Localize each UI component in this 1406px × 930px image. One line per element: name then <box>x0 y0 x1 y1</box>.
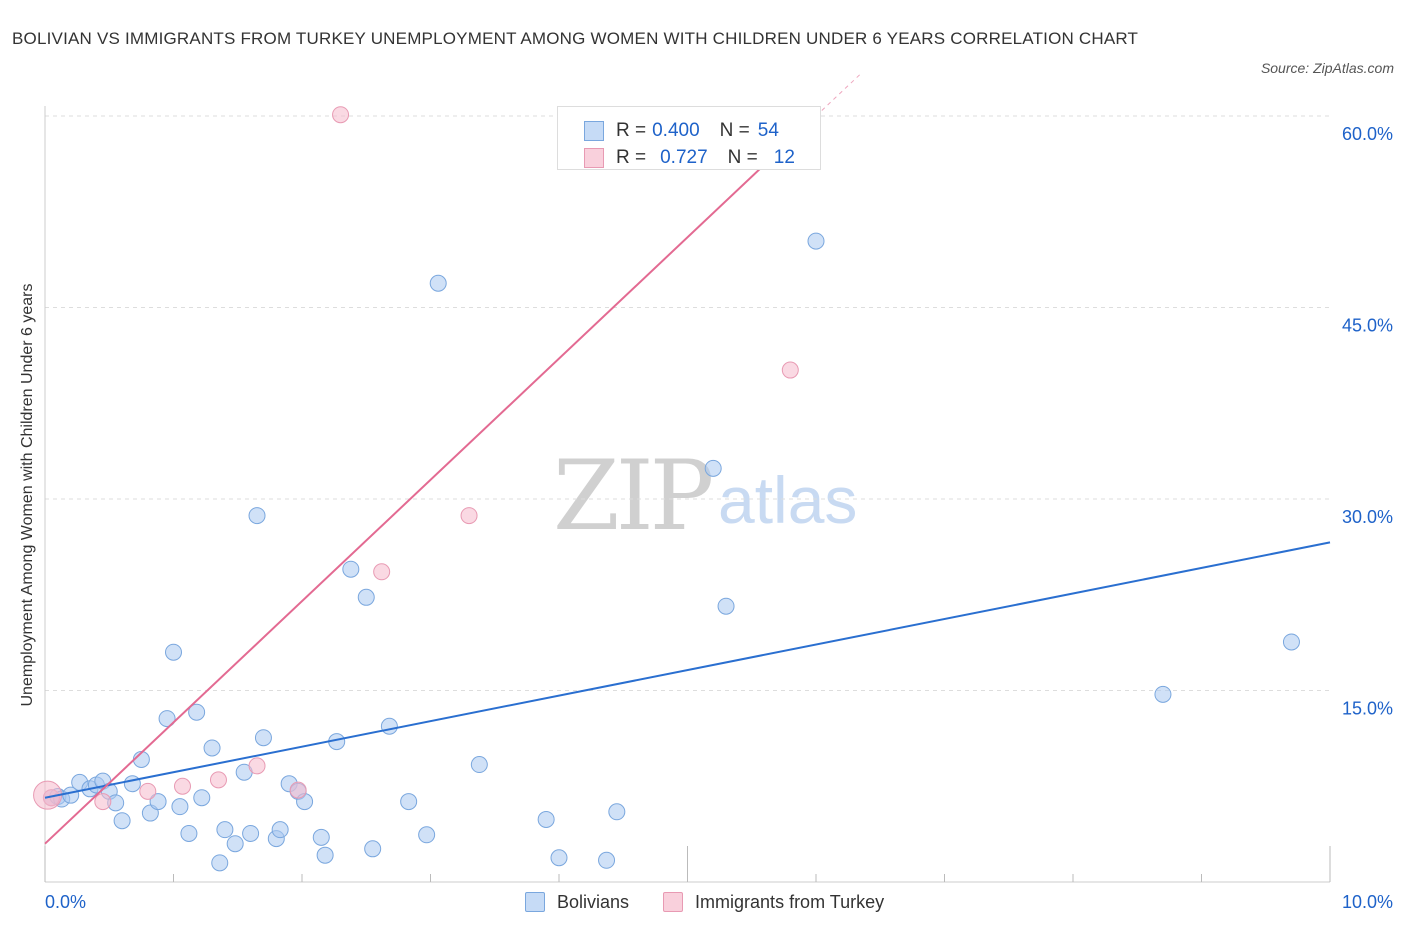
point-bolivians <box>188 703 206 721</box>
point-bolivians <box>316 846 334 864</box>
point-bolivians <box>216 821 234 839</box>
blue-swatch <box>525 892 545 912</box>
point-bolivians <box>1154 685 1172 703</box>
y-tick-label: 15.0% <box>1342 699 1393 719</box>
point-bolivians <box>1282 633 1300 651</box>
legend-item-bolivians[interactable]: Bolivians <box>525 892 629 913</box>
r-label: R = <box>616 147 647 168</box>
chart-title: BOLIVIAN VS IMMIGRANTS FROM TURKEY UNEMP… <box>12 29 1139 48</box>
point-bolivians <box>537 810 555 828</box>
r-label: R = <box>616 120 647 141</box>
trend-line-turkey <box>44 115 817 845</box>
point-bolivians <box>717 597 735 615</box>
point-bolivians <box>211 854 229 872</box>
trend-extension-turkey <box>815 73 862 117</box>
point-bolivians <box>429 274 447 292</box>
point-bolivians <box>123 775 141 793</box>
y-tick-label: 45.0% <box>1342 316 1393 336</box>
point-bolivians <box>254 729 272 747</box>
point-bolivians <box>193 789 211 807</box>
watermark-zip: ZIP <box>553 440 714 552</box>
point-bolivians <box>226 835 244 853</box>
y-tick-label: 30.0% <box>1342 507 1393 527</box>
legend-item-turkey[interactable]: Immigrants from Turkey <box>663 892 884 913</box>
point-bolivians <box>149 793 167 811</box>
point-turkey <box>173 777 191 795</box>
trend-line-bolivians <box>44 541 1331 799</box>
point-turkey <box>460 507 478 525</box>
n-value: 12 <box>773 147 795 168</box>
n-value: 54 <box>757 120 779 141</box>
point-bolivians <box>550 849 568 867</box>
point-bolivians <box>312 828 330 846</box>
source-note: Source: ZipAtlas.com <box>1260 60 1394 76</box>
point-bolivians <box>380 717 398 735</box>
pink-swatch <box>584 148 604 168</box>
point-turkey <box>781 361 799 379</box>
point-bolivians <box>400 793 418 811</box>
legend-label: Bolivians <box>557 891 630 912</box>
y-tick-label: 60.0% <box>1342 124 1393 144</box>
x-tick-label-min: 0.0% <box>45 892 86 912</box>
series-legend: Bolivians Immigrants from Turkey <box>525 888 918 916</box>
stats-row-turkey: R = 0.727 N = 12 <box>584 145 795 171</box>
point-bolivians <box>807 232 825 250</box>
point-turkey <box>94 793 112 811</box>
pink-swatch <box>663 892 684 912</box>
point-turkey <box>289 781 307 799</box>
point-bolivians <box>203 739 221 757</box>
point-bolivians <box>271 821 289 839</box>
stats-legend: R = 0.400 N = 54 R = 0.727 N = 12 <box>557 106 821 170</box>
point-bolivians <box>113 812 131 830</box>
point-turkey <box>209 771 227 789</box>
point-bolivians <box>357 588 375 606</box>
point-bolivians <box>242 824 260 842</box>
n-label: N = <box>727 147 758 168</box>
blue-swatch <box>584 121 604 141</box>
n-label: N = <box>719 120 750 141</box>
watermark-atlas: atlas <box>718 463 858 537</box>
point-bolivians <box>364 840 382 858</box>
point-bolivians <box>171 798 189 816</box>
point-bolivians <box>470 756 488 774</box>
point-turkey <box>139 782 157 800</box>
point-bolivians <box>704 459 722 477</box>
point-turkey <box>332 106 350 124</box>
point-bolivians <box>418 826 436 844</box>
x-tick-label-max: 10.0% <box>1342 892 1393 912</box>
point-bolivians <box>342 560 360 578</box>
r-value: 0.400 <box>652 120 700 141</box>
point-bolivians <box>248 507 266 525</box>
point-turkey <box>248 757 266 775</box>
point-bolivians <box>608 803 626 821</box>
stats-row-bolivians: R = 0.400 N = 54 <box>584 118 779 144</box>
point-bolivians <box>598 851 616 869</box>
r-value: 0.727 <box>660 147 708 168</box>
point-bolivians <box>158 710 176 728</box>
point-bolivians <box>165 643 182 661</box>
legend-label: Immigrants from Turkey <box>695 891 885 912</box>
point-bolivians <box>180 824 198 842</box>
point-turkey <box>373 563 391 581</box>
